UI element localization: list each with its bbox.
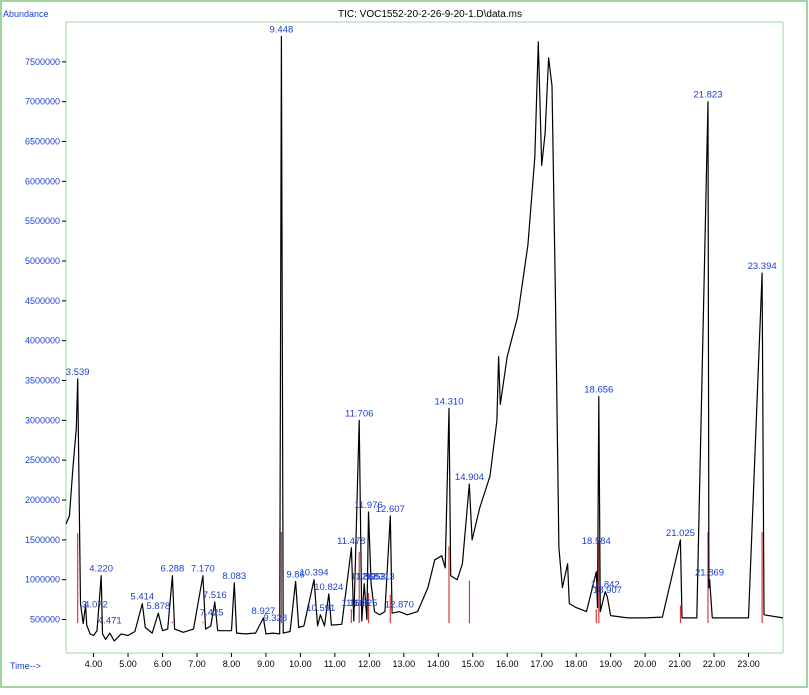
y-tick-label: 7000000 xyxy=(25,97,60,107)
peak-label: 11.605 xyxy=(342,598,370,609)
y-tick-label: 2500000 xyxy=(25,455,60,465)
y-tick-label: 5500000 xyxy=(25,216,60,226)
peak-label: 8.083 xyxy=(222,571,246,582)
peak-label: 12.607 xyxy=(376,504,405,515)
x-tick-label: 8.00 xyxy=(223,659,241,669)
y-tick-label: 1500000 xyxy=(25,535,60,545)
peak-label: 8.927 xyxy=(252,606,276,617)
tic-trace xyxy=(65,35,784,642)
x-tick-label: 21.00 xyxy=(668,659,691,669)
x-tick-label: 4.00 xyxy=(85,659,103,669)
x-tick-label: 12.00 xyxy=(358,659,381,669)
x-tick-label: 9.00 xyxy=(257,659,275,669)
peak-label: 18.656 xyxy=(584,384,613,395)
peak-label: 18.842 xyxy=(591,580,620,591)
peak-label: 6.288 xyxy=(161,564,185,575)
x-tick-label: 20.00 xyxy=(634,659,657,669)
x-tick-label: 5.00 xyxy=(119,659,137,669)
peak-label: 14.904 xyxy=(455,472,484,483)
peak-label: 21.025 xyxy=(666,528,695,539)
x-axis-ticks: 4.00 5.00 6.00 7.00 8.00 9.00 10.00 11.00 12.00 1… xyxy=(85,653,760,669)
x-tick-label: 10.00 xyxy=(289,659,312,669)
x-tick-label: 19.00 xyxy=(599,659,622,669)
x-tick-label: 6.00 xyxy=(154,659,172,669)
peak-label: 9.86 xyxy=(286,569,305,580)
peak-label: 9.448 xyxy=(269,24,293,35)
x-tick-label: 18.00 xyxy=(565,659,588,669)
y-tick-label: 500000 xyxy=(30,615,60,625)
x-tick-label: 11.00 xyxy=(324,659,346,669)
peak-label: 12.870 xyxy=(385,600,414,611)
peak-label: 12.313 xyxy=(366,572,395,583)
peak-label: 7.516 xyxy=(203,590,227,601)
y-tick-label: 2000000 xyxy=(25,495,60,505)
peak-label: 7.425 xyxy=(200,608,224,619)
peak-label: 21.823 xyxy=(693,90,722,101)
x-tick-label: 23.00 xyxy=(737,659,760,669)
y-tick-label: 4000000 xyxy=(25,336,60,346)
x-tick-label: 13.00 xyxy=(393,659,416,669)
peak-label: 14.310 xyxy=(434,396,463,407)
peak-label: 18.907 xyxy=(593,585,622,596)
y-tick-label: 1000000 xyxy=(25,575,60,585)
peak-label: 23.394 xyxy=(748,261,777,272)
peak-label: 4.072 xyxy=(84,600,108,611)
peak-label: 3. xyxy=(82,600,90,611)
chart-title: TIC: VOC1552-20-2-26-9-20-1.D\data.ms xyxy=(338,9,522,20)
peak-label: 4.471 xyxy=(98,616,122,627)
x-tick-label: 17.00 xyxy=(530,659,553,669)
y-tick-label: 3000000 xyxy=(25,415,60,425)
x-axis-label: Time--> xyxy=(10,661,41,671)
peak-label: 11.478 xyxy=(337,536,365,547)
peak-label: 10.591 xyxy=(306,603,335,614)
peak-label: 5.878 xyxy=(146,601,170,612)
x-tick-label: 16.00 xyxy=(496,659,519,669)
y-tick-label: 7500000 xyxy=(25,57,60,67)
y-tick-label: 4500000 xyxy=(25,296,60,306)
peak-label: 5.414 xyxy=(130,592,154,603)
peak-label: 11.706 xyxy=(345,408,373,419)
y-tick-label: 6000000 xyxy=(25,176,60,186)
peak-label: 18.584 xyxy=(582,536,611,547)
peak-label: 4.220 xyxy=(89,564,113,575)
peak-label: 10.824 xyxy=(314,582,343,593)
x-tick-label: 15.00 xyxy=(461,659,484,669)
peak-label: 3.539 xyxy=(66,367,90,378)
peak-label: 21.869 xyxy=(695,568,724,579)
y-axis-label: Abundance xyxy=(3,9,49,19)
x-tick-label: 7.00 xyxy=(188,659,206,669)
integration-marks xyxy=(77,531,763,624)
peak-label: 10.394 xyxy=(299,568,328,579)
x-tick-label: 14.00 xyxy=(427,659,450,669)
peak-label: 11.868 xyxy=(351,572,379,583)
y-axis-ticks: 500000 1000000 1500000 2000000 2500000 300000… xyxy=(25,57,66,625)
peak-label: 11.825 xyxy=(349,598,377,609)
y-tick-label: 5000000 xyxy=(25,256,60,266)
peak-label: 11.976 xyxy=(354,500,382,511)
x-tick-label: 22.00 xyxy=(703,659,726,669)
peak-label: 12.053 xyxy=(357,572,386,583)
peak-label: 9.328 xyxy=(263,613,287,624)
y-tick-label: 3500000 xyxy=(25,376,60,386)
y-tick-label: 6500000 xyxy=(25,137,60,147)
peak-label: 7.170 xyxy=(191,564,215,575)
